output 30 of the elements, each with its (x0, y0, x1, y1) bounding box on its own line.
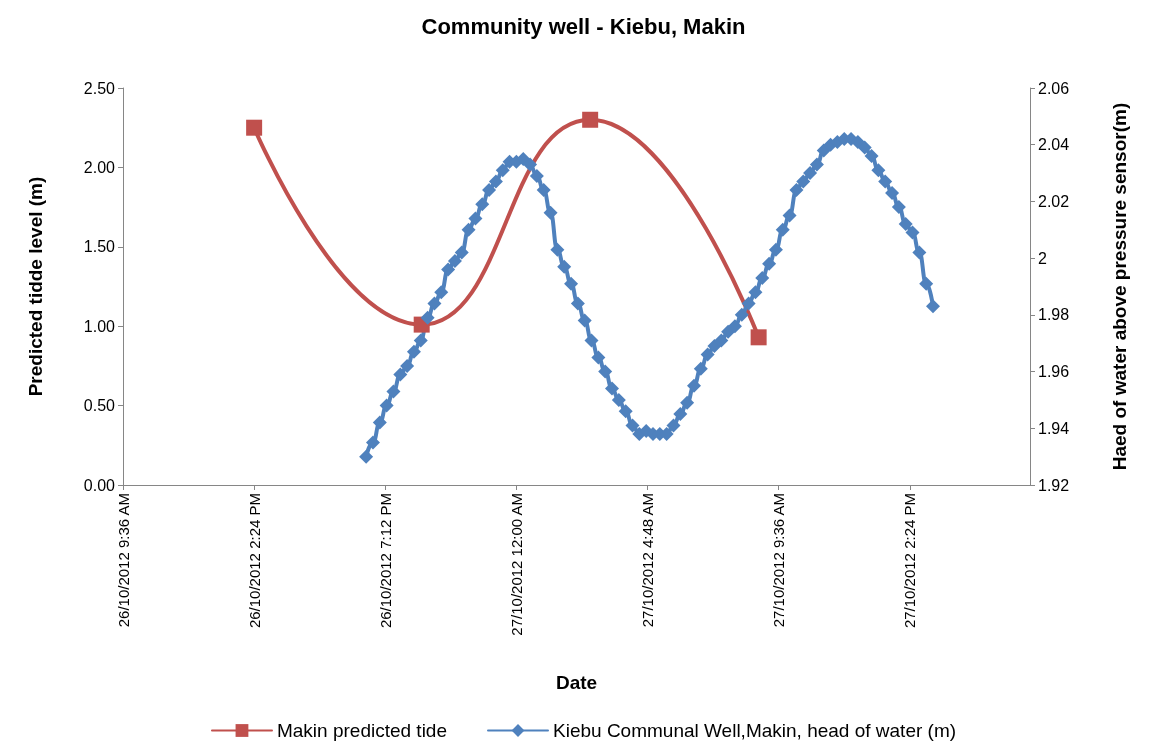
x-tick-label: 26/10/2012 7:12 PM (376, 493, 394, 629)
y-tick-label: 1.50 (83, 238, 116, 256)
y2-tick-label: 1.98 (1038, 306, 1070, 324)
point (246, 119, 263, 136)
legend-label: Makin predicted tide (276, 720, 448, 741)
legend-label: Kiebu Communal Well,Makin, head of water (m) (553, 720, 957, 741)
x-tick-label: 27/10/2012 2:24 PM (901, 493, 919, 629)
y2-axis-title: Haed of water above pressure sensor(m) (1109, 102, 1130, 471)
x-tick-label: 27/10/2012 9:36 AM (770, 493, 788, 628)
y2-tick-label: 1.92 (1038, 476, 1070, 494)
y2-tick-label: 2.04 (1038, 136, 1070, 154)
x-tick-label: 26/10/2012 9:36 AM (114, 493, 132, 628)
y-tick-label: 1.00 (83, 317, 116, 335)
x-tick-label: 27/10/2012 4:48 AM (639, 493, 657, 628)
chart-title: Community well - Kiebu, Makin (421, 13, 746, 39)
y2-tick-label: 1.94 (1038, 419, 1070, 437)
y-tick-label: 2.50 (83, 79, 116, 97)
y-tick-label: 0.00 (83, 476, 116, 494)
y2-tick-label: 2.06 (1038, 79, 1070, 97)
x-tick-label: 27/10/2012 12:00 AM (507, 493, 525, 636)
y-axis-title: Predicted tidde level (m) (25, 176, 46, 397)
y2-tick-label: 2.02 (1038, 192, 1070, 210)
point (750, 329, 767, 346)
x-tick-label: 26/10/2012 2:24 PM (245, 493, 263, 629)
point (582, 111, 599, 128)
y-tick-label: 0.50 (83, 397, 116, 415)
x-axis-title: Date (555, 672, 598, 693)
y2-tick-label: 2 (1038, 249, 1047, 267)
y-tick-label: 2.00 (83, 158, 116, 176)
y2-tick-label: 1.96 (1038, 363, 1070, 381)
